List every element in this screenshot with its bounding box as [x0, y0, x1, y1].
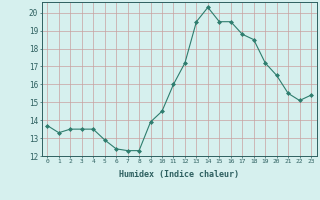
X-axis label: Humidex (Indice chaleur): Humidex (Indice chaleur)	[119, 170, 239, 179]
